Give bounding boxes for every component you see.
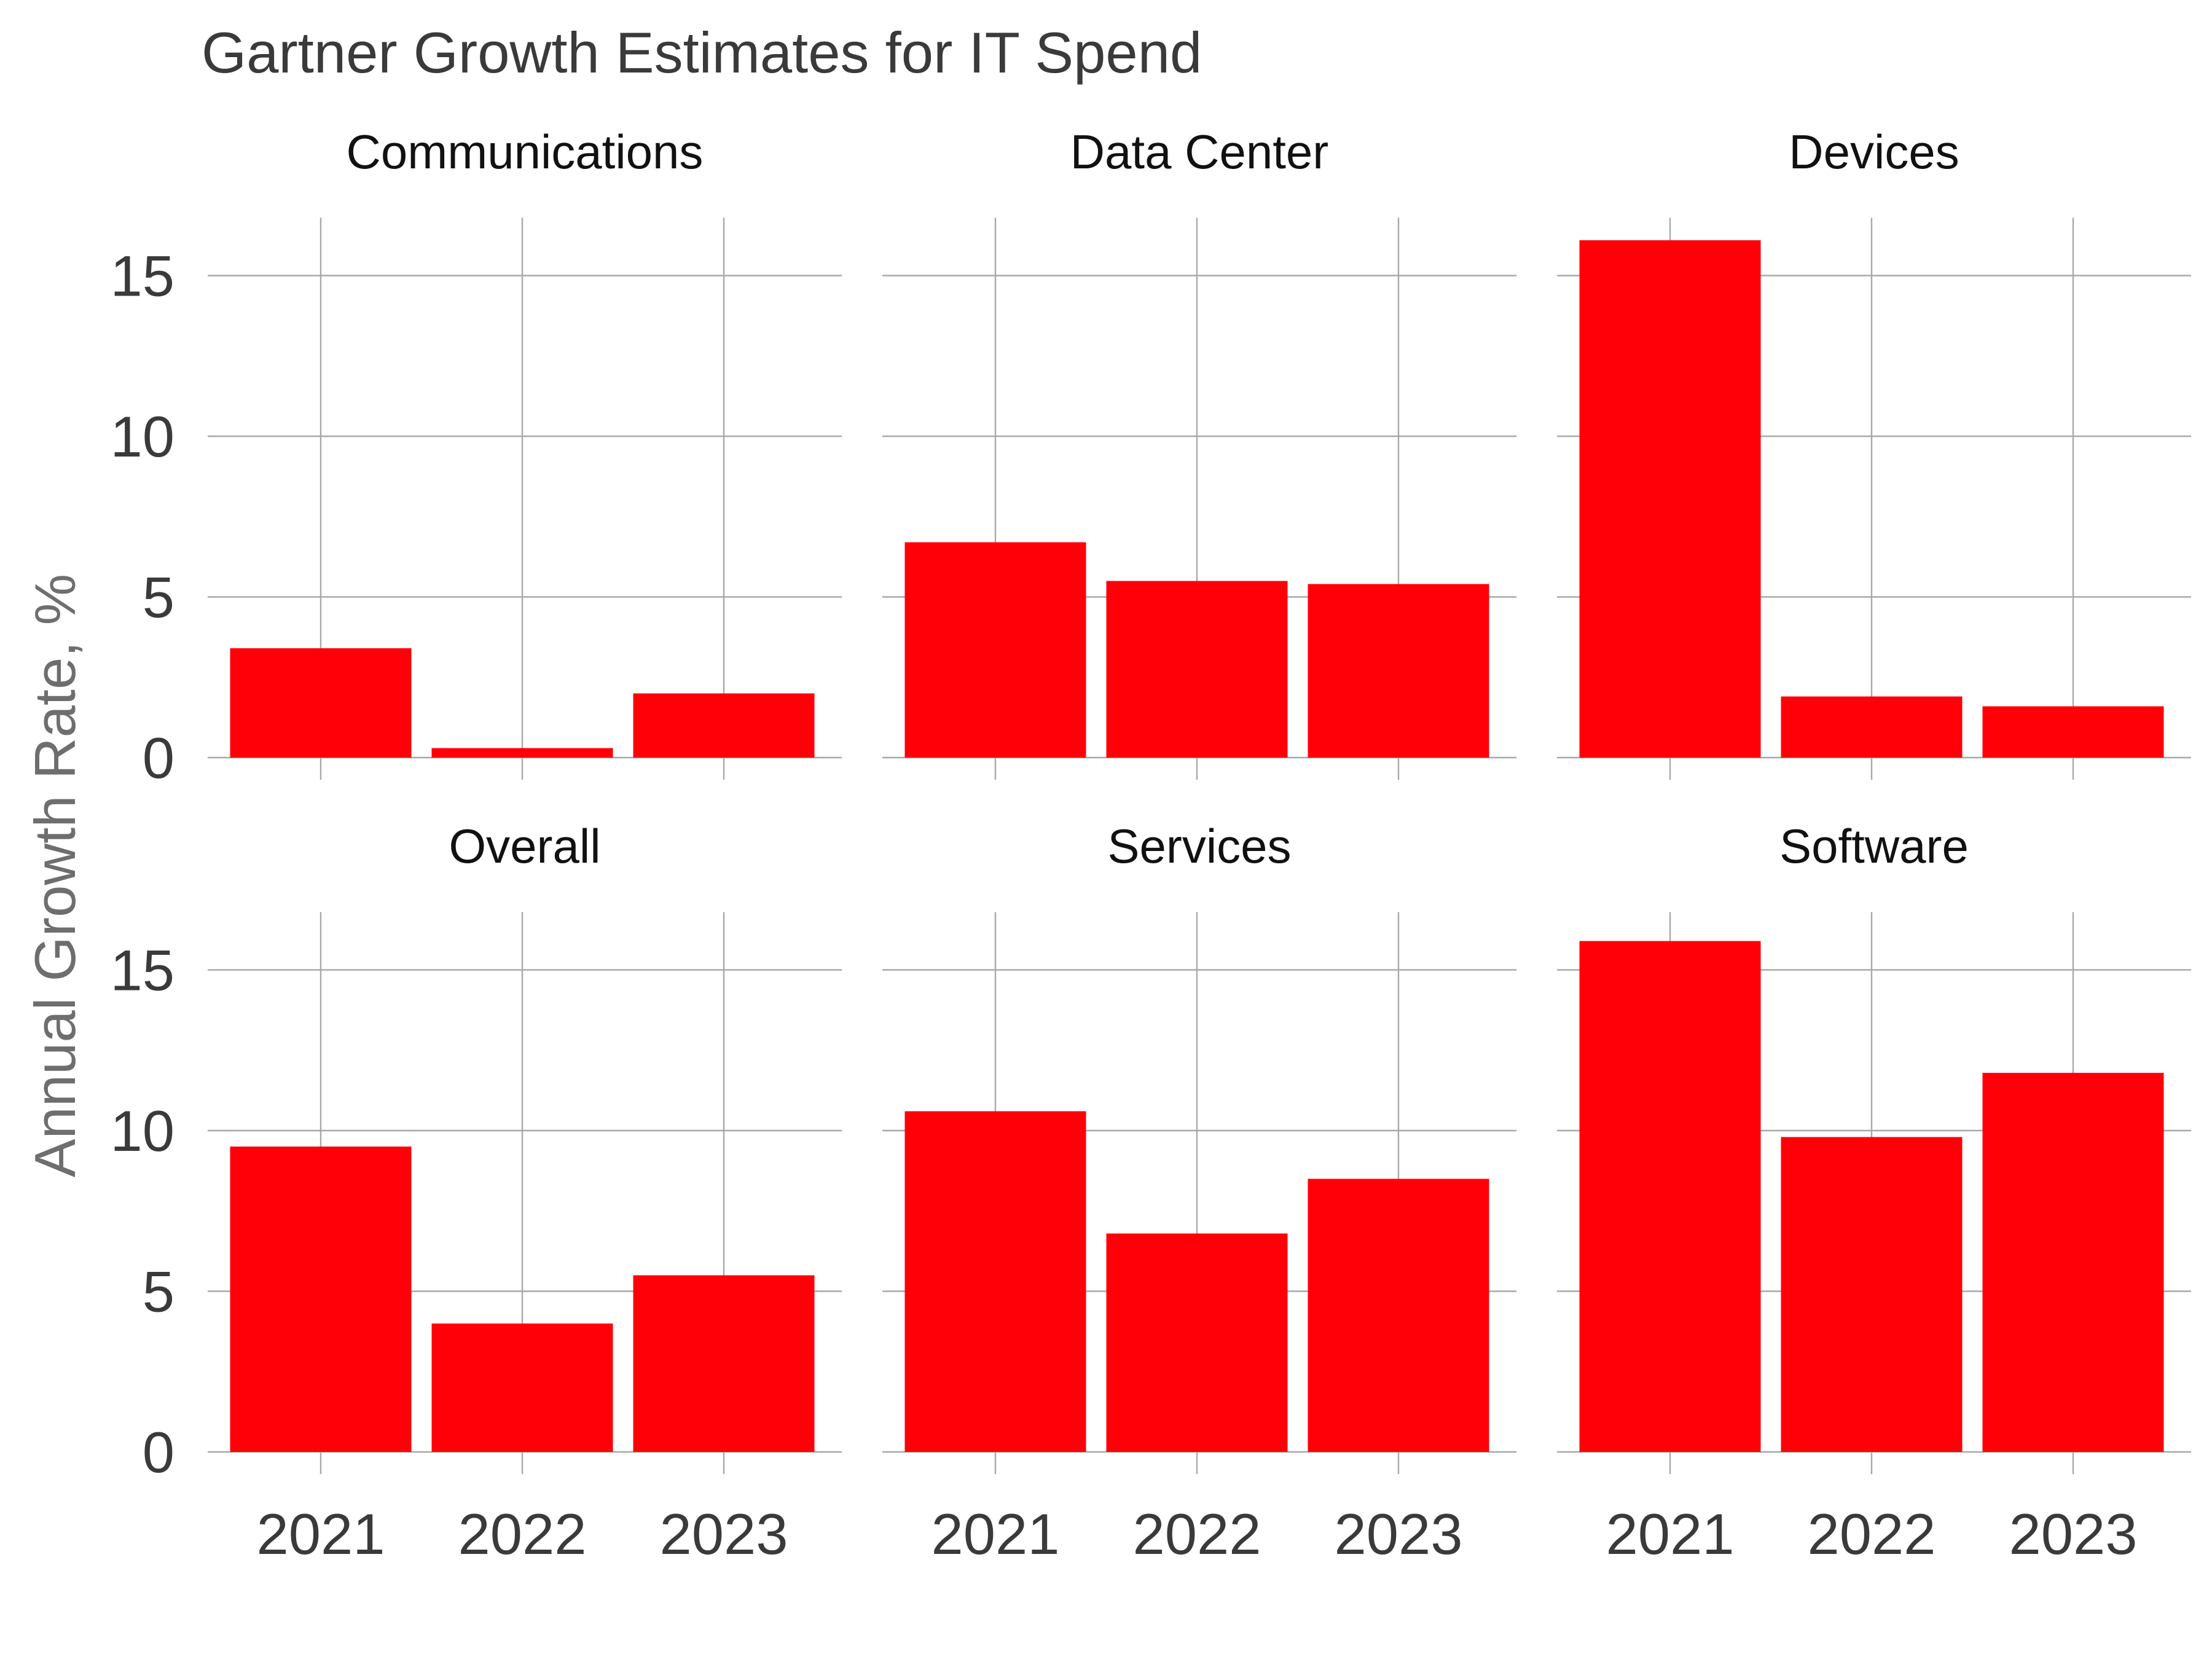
bar [1308,1179,1489,1452]
x-tick-label: 2022 [1807,1502,1936,1566]
bar [1106,581,1288,758]
x-tick-label: 2023 [659,1502,788,1566]
facet-panel: Overall 0 5 10 15 2021 2022 2023 [110,819,842,1566]
bar [904,542,1086,758]
bar [1781,696,1963,758]
bar [1106,1233,1288,1452]
x-tick-label: 2023 [2009,1502,2137,1566]
bar [431,1323,613,1452]
y-tick-label: 10 [110,1099,175,1163]
facet-panels: Communications 0 5 10 15 Data Center Devices Ov… [110,125,2191,1566]
x-tick-label: 2023 [1334,1502,1462,1566]
bar [633,693,815,758]
y-tick-label: 5 [143,565,175,630]
y-tick-label: 10 [110,404,175,469]
x-tick-label: 2021 [931,1502,1059,1566]
bar [230,1147,412,1452]
x-tick-label: 2022 [1132,1502,1261,1566]
y-tick-label: 5 [143,1260,175,1324]
facet-label: Services [1107,819,1291,873]
facet-panel: Software 2021 2022 2023 [1557,819,2191,1566]
bar [1781,1137,1963,1452]
y-tick-label: 0 [143,1420,175,1484]
x-tick-label: 2021 [1606,1502,1734,1566]
facet-panel: Devices [1557,125,2191,780]
facet-label: Communications [347,125,704,179]
facet-label: Software [1779,819,1969,873]
bar [1579,941,1761,1452]
facet-panel: Communications 0 5 10 15 [110,125,842,790]
facet-label: Overall [449,819,600,873]
facet-label: Data Center [1070,125,1329,179]
bar [1308,584,1489,758]
bar [633,1275,815,1452]
y-tick-label: 15 [110,244,175,308]
y-tick-label: 15 [110,938,175,1003]
facet-label: Devices [1789,125,1959,179]
facet-panel: Services 2021 2022 2023 [882,819,1516,1566]
bar [904,1111,1086,1452]
bar [431,748,613,758]
bar [230,648,412,758]
y-axis-title: Annual Growth Rate, % [23,574,87,1177]
bar [1982,1072,2164,1452]
facet-panel: Data Center [882,125,1516,780]
x-tick-label: 2022 [458,1502,586,1566]
chart-title: Gartner Growth Estimates for IT Spend [202,20,1202,85]
y-tick-label: 0 [143,726,175,790]
bar [1982,706,2164,758]
x-tick-label: 2021 [256,1502,385,1566]
bar [1579,240,1761,758]
